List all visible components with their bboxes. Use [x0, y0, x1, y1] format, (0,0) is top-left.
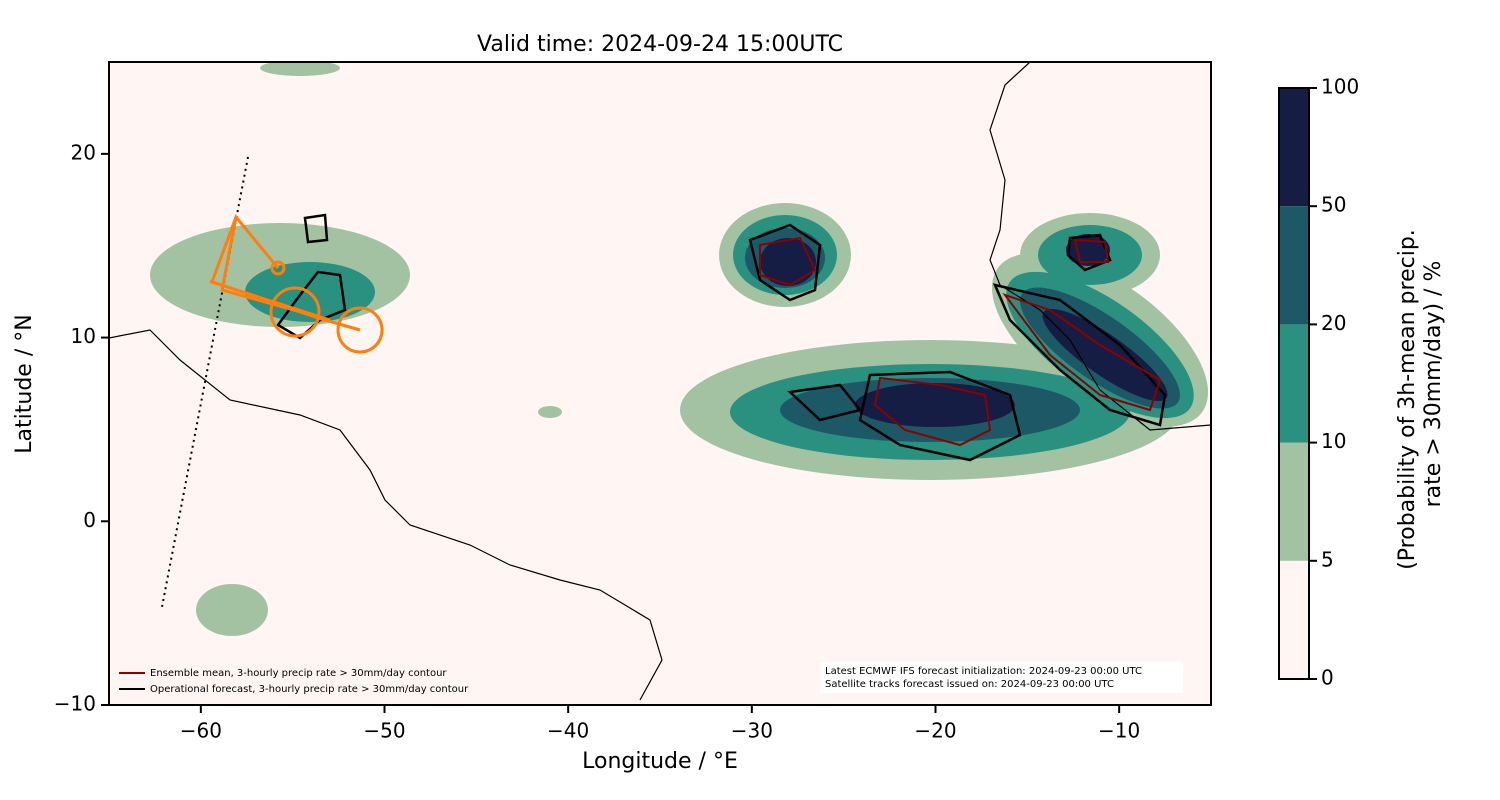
orbit-circle [270, 260, 286, 276]
x-tick-label: −20 [914, 719, 956, 743]
y-tick-label: 0 [83, 508, 96, 532]
x-tick-label: −60 [180, 719, 222, 743]
colorbar-segment [1279, 442, 1309, 561]
colorbar-segment [1279, 88, 1309, 207]
colorbar-segment [1279, 324, 1309, 443]
colorbar-tick-label: 5 [1321, 547, 1334, 571]
colorbar-label-line: (Probability of 3h-mean precip. [1395, 229, 1420, 570]
axes-frame [108, 61, 1212, 706]
precip-area [260, 62, 340, 76]
legend-label: Operational forecast, 3-hourly precip ra… [150, 684, 469, 695]
colorbar-tick-label: 10 [1321, 429, 1346, 453]
precip-area [196, 584, 268, 636]
colorbar-tick-label: 0 [1321, 666, 1334, 690]
precip-area [538, 406, 562, 418]
y-tick-label: −10 [54, 692, 96, 716]
colorbar-label: (Probability of 3h-mean precip. rate > 3… [1395, 222, 1446, 570]
colorbar-tick-label: 50 [1321, 193, 1346, 217]
orbit-circle [269, 286, 321, 338]
colorbar-frame [1278, 87, 1310, 680]
coastline [109, 329, 663, 701]
precip-area [760, 238, 816, 286]
satellite-track [161, 156, 249, 608]
map-layer [109, 62, 1211, 701]
colorbar-segment [1279, 560, 1309, 679]
y-tick-label: 10 [71, 324, 96, 348]
x-tick-label: −40 [547, 719, 589, 743]
precip-area [855, 383, 1015, 427]
annotation-text: Latest ECMWF IFS forecast initialization… [825, 666, 1142, 677]
x-tick-label: −10 [1098, 719, 1140, 743]
ensemble-contour [759, 236, 1162, 447]
colorbar-segment [1279, 206, 1309, 325]
y-axis-label: Latitude / °N [12, 314, 37, 453]
annotation-box [820, 662, 1183, 693]
colorbar-label-line: rate > 30mm/day) / % [1421, 261, 1446, 508]
colorbar-tick-label: 100 [1321, 75, 1359, 99]
x-axis-label: Longitude / °E [582, 749, 738, 774]
legend-label: Ensemble mean, 3-hourly precip rate > 30… [150, 668, 447, 679]
legend-box [115, 662, 510, 700]
x-tick-label: −30 [731, 719, 773, 743]
chart-title: Valid time: 2024-09-24 15:00UTC [477, 32, 843, 57]
x-tick-label: −50 [363, 719, 405, 743]
colorbar-tick-label: 20 [1321, 311, 1346, 335]
precip-area [1042, 308, 1168, 402]
y-tick-label: 20 [71, 140, 96, 164]
orbit-circle [336, 306, 384, 354]
annotation-text: Satellite tracks forecast issued on: 202… [825, 679, 1114, 690]
